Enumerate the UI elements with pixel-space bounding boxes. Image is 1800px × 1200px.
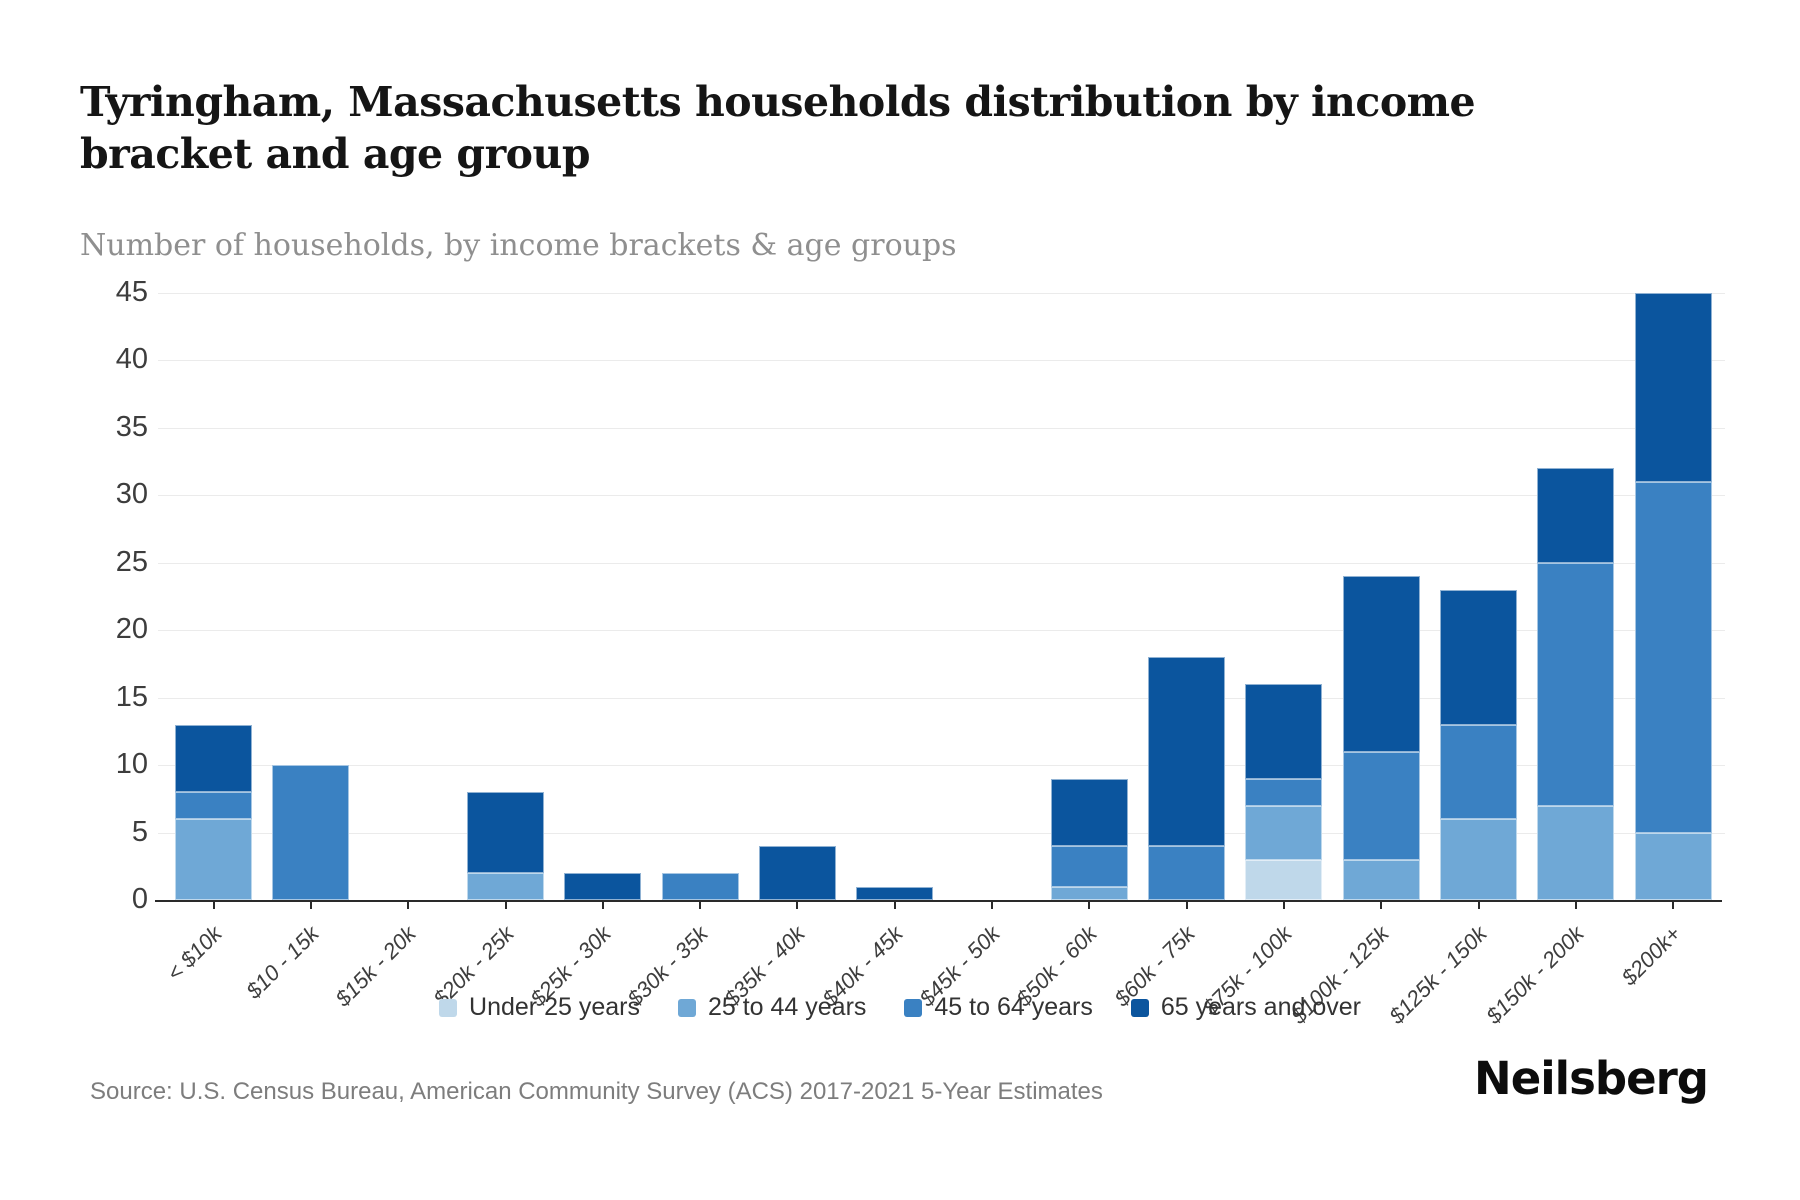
y-gridline — [158, 765, 1725, 766]
x-axis-label-text: $200k+ — [1616, 921, 1686, 991]
bar-segment — [1245, 805, 1323, 860]
bar-segment — [467, 873, 545, 900]
legend-item: 65 years and over — [1130, 993, 1361, 1022]
y-gridline — [158, 360, 1725, 361]
bar-segment — [1342, 751, 1420, 860]
y-axis-label: 10 — [115, 747, 148, 780]
x-axis-tick — [504, 902, 507, 909]
source-note: Source: U.S. Census Bureau, American Com… — [90, 1078, 1103, 1105]
chart-legend: Under 25 years 25 to 44 years 45 to 64 yea… — [0, 993, 1800, 1022]
brand-logo: Neilsberg — [1474, 1052, 1709, 1105]
bar-segment — [1050, 778, 1128, 846]
bar-segment — [1050, 846, 1128, 887]
y-axis-label: 35 — [115, 410, 148, 443]
bar-segment — [1440, 724, 1518, 819]
y-axis-label: 30 — [115, 477, 148, 510]
y-gridline — [158, 630, 1725, 631]
x-axis-tick — [1185, 902, 1188, 909]
bar-segment — [175, 792, 253, 819]
legend-label: 25 to 44 years — [707, 993, 867, 1021]
x-axis-tick — [1574, 902, 1577, 909]
y-gridline — [158, 495, 1725, 496]
bar-segment — [1245, 684, 1323, 779]
y-gridline — [158, 427, 1725, 429]
chart-subtitle: Number of households, by income brackets… — [80, 228, 957, 263]
y-axis-label: 25 — [115, 545, 148, 578]
x-axis-tick — [601, 902, 604, 909]
bar-segment — [1440, 819, 1518, 900]
bar-segment — [661, 873, 739, 900]
bar-segment — [1537, 468, 1615, 563]
y-gridline — [158, 697, 1725, 699]
bar-segment — [272, 765, 350, 900]
bar-segment — [175, 819, 253, 900]
bar-segment — [758, 846, 836, 900]
x-axis-tick — [699, 902, 702, 909]
bar-segment — [856, 886, 934, 900]
x-axis-tick — [1672, 902, 1675, 909]
bar-segment — [1050, 886, 1128, 900]
x-axis-tick — [212, 902, 215, 909]
legend-swatch — [904, 998, 923, 1017]
y-gridline — [158, 292, 1725, 294]
bar-segment — [1245, 859, 1323, 900]
bar-segment — [1537, 562, 1615, 806]
bar-segment — [1245, 778, 1323, 806]
x-axis-line — [155, 900, 1722, 902]
x-axis-tick — [1282, 902, 1285, 909]
chart-title: Tyringham, Massachusetts households dist… — [80, 78, 1476, 179]
y-axis-label: 0 — [131, 882, 148, 915]
x-axis-tick — [407, 902, 410, 909]
y-axis-label: 40 — [115, 342, 148, 375]
bar-segment — [467, 792, 545, 873]
x-axis-tick — [1088, 902, 1091, 909]
x-axis-label-text: $10 - 15k — [241, 921, 324, 1004]
x-axis-tick — [991, 902, 994, 909]
x-axis-tick — [796, 902, 799, 909]
bar-segment — [1342, 859, 1420, 900]
x-axis-tick — [893, 902, 896, 909]
y-axis-label: 20 — [115, 612, 148, 645]
y-axis-label: 15 — [115, 680, 148, 713]
legend-label: 65 years and over — [1160, 993, 1361, 1021]
y-axis-label: 45 — [115, 275, 148, 308]
legend-swatch — [1130, 998, 1149, 1017]
bar-segment — [564, 873, 642, 900]
x-axis-tick — [309, 902, 312, 909]
bar-segment — [1148, 846, 1226, 900]
x-axis-label-text: < $10k — [161, 921, 227, 986]
y-axis-label: 5 — [131, 815, 148, 848]
x-axis-tick — [1477, 902, 1480, 909]
bar-segment — [1537, 805, 1615, 900]
legend-item: 25 to 44 years — [677, 993, 867, 1022]
x-axis-tick — [1380, 902, 1383, 909]
bar-segment — [1440, 589, 1518, 725]
legend-swatch — [439, 998, 458, 1017]
bar-segment — [1148, 657, 1226, 846]
y-gridline — [158, 832, 1725, 834]
y-gridline — [158, 562, 1725, 564]
legend-label: Under 25 years — [469, 993, 640, 1021]
bar-segment — [1634, 292, 1712, 482]
bar-segment — [1342, 576, 1420, 752]
legend-item: Under 25 years — [439, 993, 640, 1022]
legend-swatch — [677, 998, 696, 1017]
legend-label: 45 to 64 years — [934, 993, 1093, 1021]
bar-segment — [1634, 832, 1712, 900]
bar-segment — [175, 724, 253, 792]
legend-item: 45 to 64 years — [904, 993, 1093, 1022]
bar-segment — [1634, 481, 1712, 833]
